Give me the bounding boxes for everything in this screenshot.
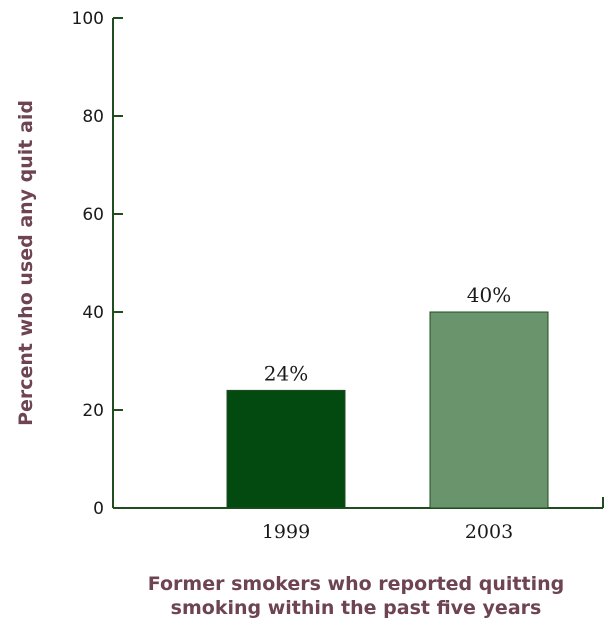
- y-tick-label: 0: [93, 499, 104, 519]
- y-tick-label: 40: [82, 303, 104, 323]
- x-axis-title-line-2: smoking within the past five years: [171, 597, 542, 619]
- bar-1999: [226, 389, 346, 509]
- y-tick-label: 20: [82, 401, 104, 421]
- y-tick-label: 60: [82, 205, 104, 225]
- data-labels: 24% 40%: [264, 283, 511, 385]
- x-axis-title-line-1: Former smokers who reported quitting: [148, 573, 564, 595]
- y-axis: 0 20 40 60 80 100: [72, 9, 123, 519]
- y-axis-title: Percent who used any quit aid: [15, 100, 37, 426]
- bar-2003: [429, 311, 549, 509]
- x-tick-label-1999: 1999: [262, 521, 310, 543]
- y-tick-label: 100: [72, 9, 104, 29]
- data-label-2003: 40%: [467, 283, 511, 307]
- y-tick-label: 80: [82, 107, 104, 127]
- data-label-1999: 24%: [264, 361, 308, 385]
- bars: [226, 311, 549, 509]
- x-tick-label-2003: 2003: [465, 521, 513, 543]
